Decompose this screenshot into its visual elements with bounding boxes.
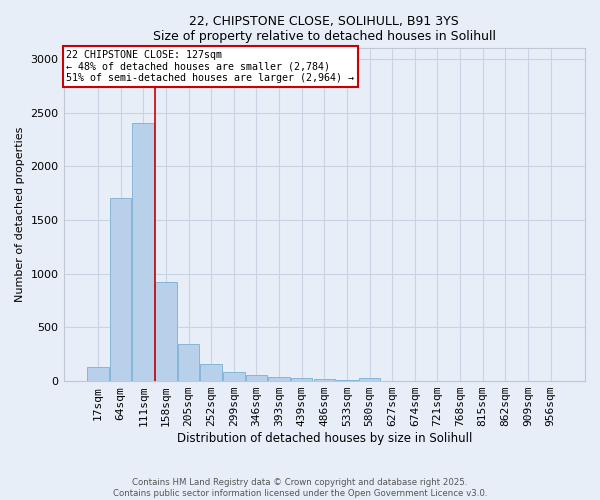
Bar bbox=[268, 377, 290, 381]
Bar bbox=[178, 344, 199, 381]
Bar bbox=[87, 367, 109, 381]
Bar bbox=[382, 380, 403, 381]
Bar bbox=[314, 380, 335, 381]
Bar bbox=[427, 380, 448, 381]
Bar bbox=[359, 378, 380, 381]
Bar bbox=[449, 380, 471, 381]
Text: Contains HM Land Registry data © Crown copyright and database right 2025.
Contai: Contains HM Land Registry data © Crown c… bbox=[113, 478, 487, 498]
Bar bbox=[336, 380, 358, 381]
Title: 22, CHIPSTONE CLOSE, SOLIHULL, B91 3YS
Size of property relative to detached hou: 22, CHIPSTONE CLOSE, SOLIHULL, B91 3YS S… bbox=[153, 15, 496, 43]
Bar bbox=[223, 372, 245, 381]
Bar bbox=[110, 198, 131, 381]
Y-axis label: Number of detached properties: Number of detached properties bbox=[15, 127, 25, 302]
Bar bbox=[200, 364, 222, 381]
Bar bbox=[245, 375, 267, 381]
Bar bbox=[133, 124, 154, 381]
X-axis label: Distribution of detached houses by size in Solihull: Distribution of detached houses by size … bbox=[176, 432, 472, 445]
Bar bbox=[155, 282, 176, 381]
Bar bbox=[291, 378, 313, 381]
Text: 22 CHIPSTONE CLOSE: 127sqm
← 48% of detached houses are smaller (2,784)
51% of s: 22 CHIPSTONE CLOSE: 127sqm ← 48% of deta… bbox=[66, 50, 354, 83]
Bar bbox=[472, 380, 493, 381]
Bar bbox=[404, 380, 425, 381]
